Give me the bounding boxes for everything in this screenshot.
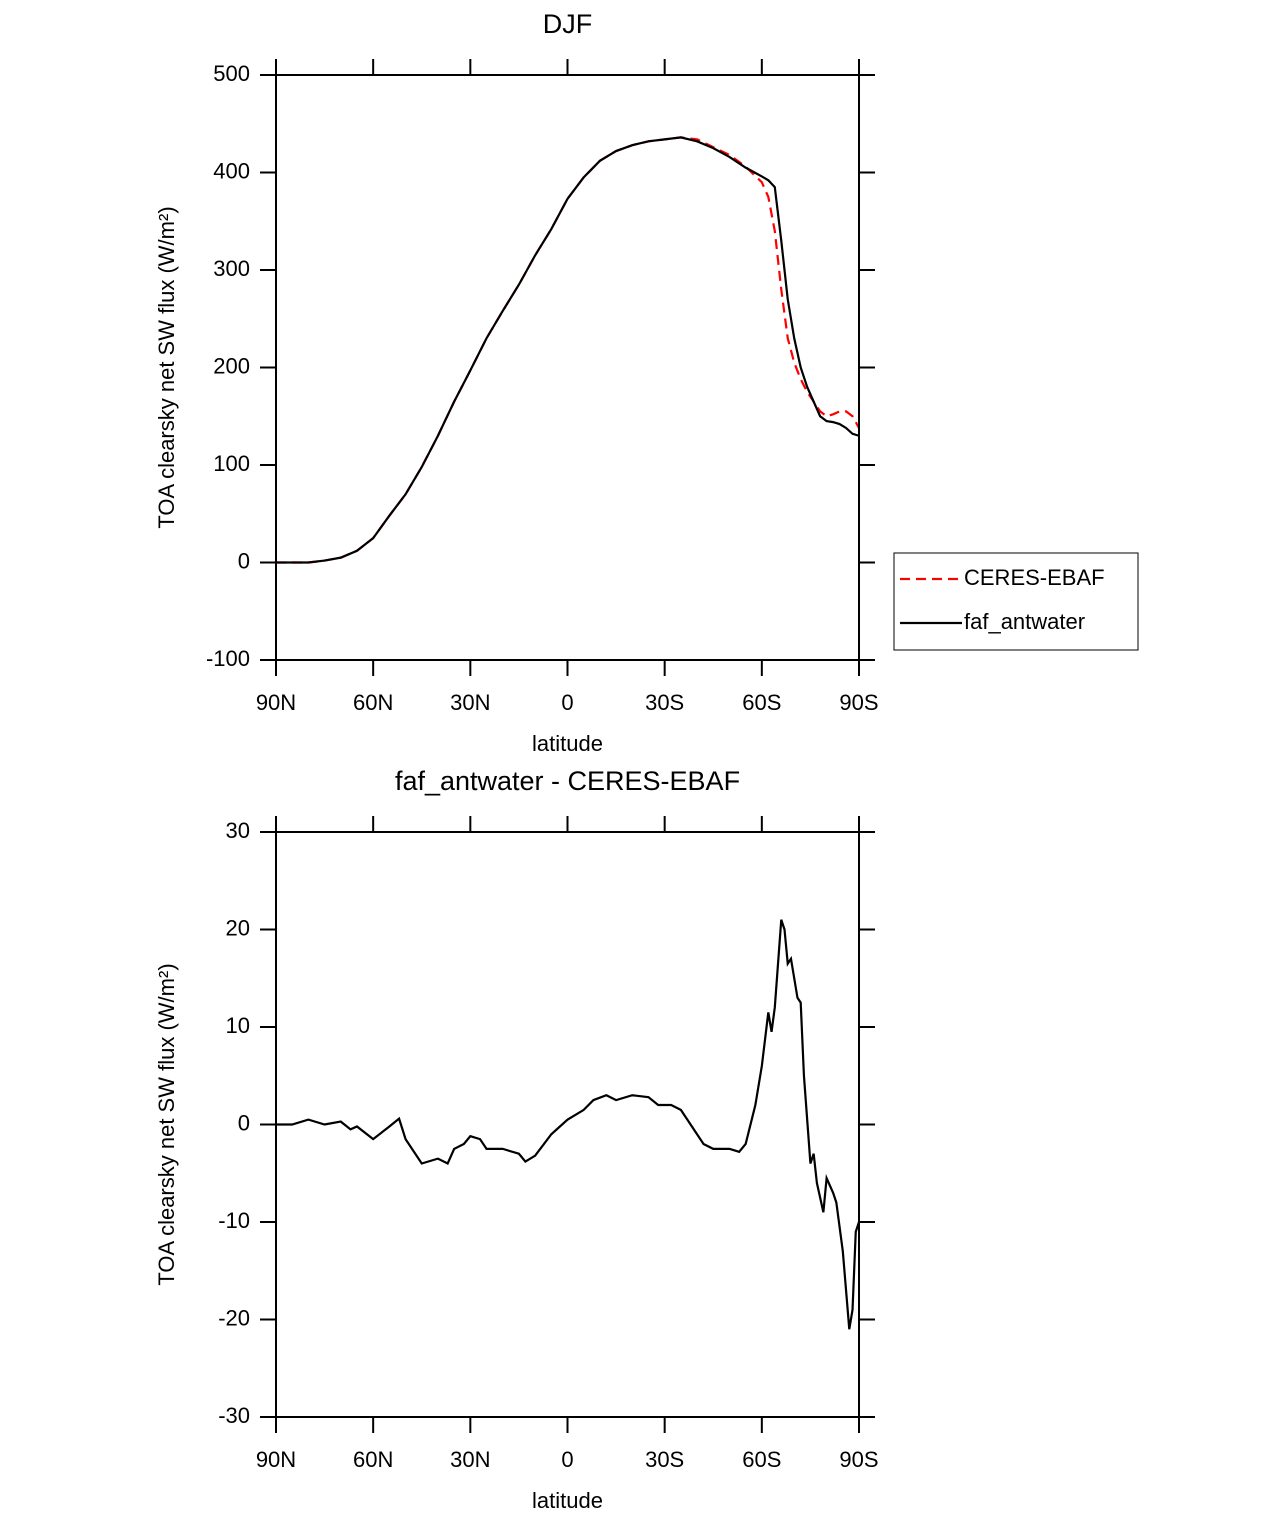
x-tick-label: 90N: [256, 690, 296, 715]
y-tick-label: 300: [213, 256, 250, 281]
y-tick-label: 100: [213, 451, 250, 476]
x-axis-label: latitude: [532, 731, 603, 756]
legend-label: CERES-EBAF: [964, 565, 1105, 590]
y-tick-label: -100: [206, 646, 250, 671]
x-tick-label: 60N: [353, 690, 393, 715]
data-line: [276, 136, 860, 564]
chart-title: DJF: [543, 9, 593, 39]
legend-box: [893, 552, 1139, 651]
chart-title: faf_antwater - CERES-EBAF: [395, 766, 740, 796]
x-axis-label: latitude: [532, 1488, 603, 1513]
x-tick-label: 90N: [256, 1447, 296, 1472]
legend-label: faf_antwater: [964, 609, 1085, 634]
x-tick-label: 30N: [450, 690, 490, 715]
x-tick-label: 30N: [450, 1447, 490, 1472]
y-tick-label: -10: [218, 1208, 250, 1233]
y-tick-label: 500: [213, 61, 250, 86]
plot-frame: [275, 831, 860, 1418]
x-tick-label: 30S: [645, 690, 684, 715]
y-tick-label: 0: [238, 1110, 250, 1135]
x-tick-label: 60S: [742, 690, 781, 715]
y-tick-label: 30: [226, 818, 250, 843]
y-tick-label: 20: [226, 915, 250, 940]
x-tick-label: 60N: [353, 1447, 393, 1472]
y-tick-label: -20: [218, 1305, 250, 1330]
x-tick-label: 0: [561, 1447, 573, 1472]
y-tick-label: -30: [218, 1403, 250, 1428]
y-tick-label: 0: [238, 548, 250, 573]
data-line: [276, 136, 860, 564]
data-line: [276, 919, 861, 1330]
plot-frame: [275, 74, 860, 661]
x-tick-label: 0: [561, 690, 573, 715]
y-tick-label: 10: [226, 1013, 250, 1038]
y-axis-label: TOA clearsky net SW flux (W/m²): [154, 963, 179, 1285]
x-tick-label: 30S: [645, 1447, 684, 1472]
y-tick-label: 200: [213, 353, 250, 378]
y-tick-label: 400: [213, 158, 250, 183]
y-axis-label: TOA clearsky net SW flux (W/m²): [154, 206, 179, 528]
x-tick-label: 60S: [742, 1447, 781, 1472]
x-tick-label: 90S: [839, 690, 878, 715]
x-tick-label: 90S: [839, 1447, 878, 1472]
